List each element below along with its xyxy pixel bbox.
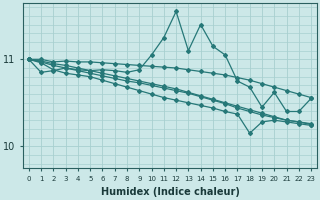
X-axis label: Humidex (Indice chaleur): Humidex (Indice chaleur) [100,187,239,197]
